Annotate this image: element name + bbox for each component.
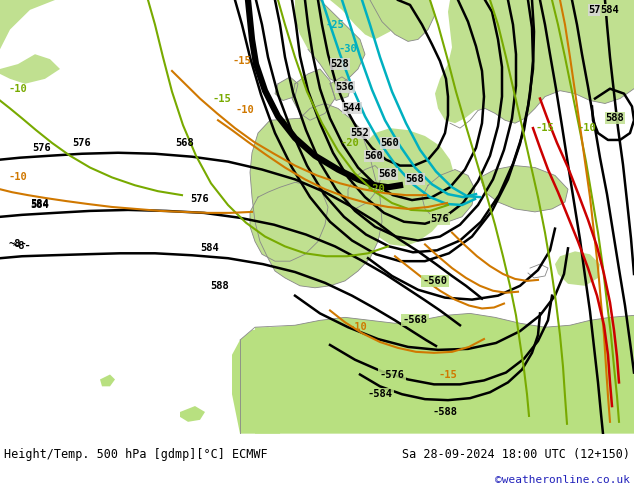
Text: -10: -10 (9, 172, 27, 182)
Text: -10: -10 (349, 322, 367, 332)
Polygon shape (368, 0, 435, 41)
Text: ~8-: ~8- (13, 242, 31, 251)
Text: 560: 560 (365, 151, 384, 161)
Polygon shape (232, 327, 295, 434)
Text: 576: 576 (32, 143, 51, 153)
Polygon shape (555, 251, 600, 286)
Text: -584: -584 (368, 389, 392, 399)
Text: 528: 528 (330, 59, 349, 69)
Polygon shape (100, 374, 115, 386)
Polygon shape (295, 0, 365, 84)
Text: 568: 568 (378, 170, 398, 179)
Polygon shape (365, 128, 455, 246)
Text: 560: 560 (380, 138, 399, 148)
Text: 576: 576 (430, 214, 450, 224)
Polygon shape (275, 77, 298, 100)
Text: 584: 584 (30, 199, 49, 209)
Text: 576: 576 (191, 194, 209, 204)
Text: -25: -25 (326, 20, 344, 29)
Polygon shape (255, 314, 634, 434)
Polygon shape (250, 103, 382, 288)
Text: -10: -10 (236, 105, 254, 115)
Text: -15: -15 (439, 369, 457, 380)
Text: -10: -10 (9, 84, 27, 94)
Text: Height/Temp. 500 hPa [gdmp][°C] ECMWF: Height/Temp. 500 hPa [gdmp][°C] ECMWF (4, 448, 268, 461)
Text: -10: -10 (578, 123, 597, 133)
Text: -20: -20 (366, 184, 385, 194)
Text: 588: 588 (605, 113, 624, 123)
Text: 576: 576 (73, 138, 91, 148)
Polygon shape (480, 166, 568, 212)
Text: -568: -568 (403, 315, 427, 325)
Text: -15: -15 (233, 56, 251, 66)
Text: 568: 568 (176, 138, 195, 148)
Text: ~8-: ~8- (9, 240, 27, 249)
Polygon shape (250, 182, 328, 261)
Polygon shape (422, 170, 475, 222)
Text: 568: 568 (406, 174, 424, 184)
Text: 552: 552 (351, 128, 370, 138)
Polygon shape (435, 0, 634, 123)
Polygon shape (0, 54, 60, 84)
Text: 584: 584 (30, 200, 49, 210)
Text: Sa 28-09-2024 18:00 UTC (12+150): Sa 28-09-2024 18:00 UTC (12+150) (402, 448, 630, 461)
Text: 588: 588 (210, 281, 230, 291)
Text: -560: -560 (422, 276, 448, 286)
Text: 544: 544 (342, 103, 361, 113)
Polygon shape (0, 0, 55, 49)
Polygon shape (348, 166, 382, 209)
Text: ©weatheronline.co.uk: ©weatheronline.co.uk (495, 475, 630, 485)
Text: -30: -30 (339, 44, 358, 54)
Text: 584: 584 (600, 5, 619, 15)
Text: -20: -20 (340, 138, 359, 148)
Text: 576: 576 (588, 5, 607, 15)
Polygon shape (292, 69, 335, 120)
Text: -15: -15 (212, 94, 231, 103)
Polygon shape (330, 77, 352, 100)
Text: 584: 584 (200, 244, 219, 253)
Text: 536: 536 (335, 82, 354, 92)
Text: -588: -588 (432, 407, 458, 417)
Polygon shape (320, 0, 400, 39)
Text: -576: -576 (380, 369, 404, 380)
Text: -15: -15 (536, 123, 554, 133)
Polygon shape (180, 406, 205, 422)
